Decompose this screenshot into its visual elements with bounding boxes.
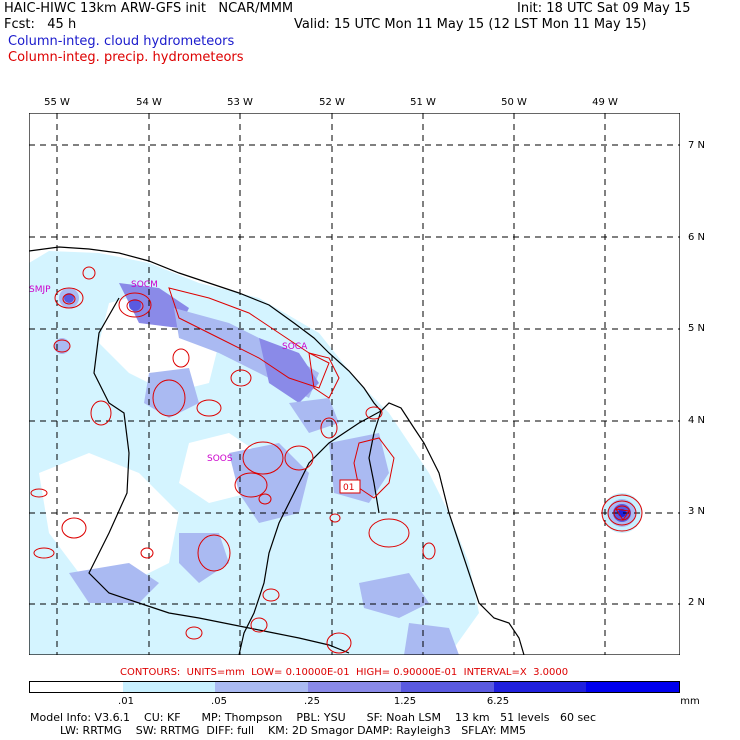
lat-label: 2 N (688, 597, 706, 608)
header-title: HAIC-HIWC 13km ARW-GFS init NCAR/MMM (4, 1, 294, 16)
lat-label: 6 N (688, 232, 706, 243)
gauge-box (339, 479, 361, 494)
forecast-map: SMJP SOCM SOCA SOOS 01 (29, 113, 680, 655)
lat-label: 5 N (688, 323, 706, 334)
lon-label: 53 W (227, 97, 253, 108)
model-info-line2: LW: RRTMG SW: RRTMG DIFF: full KM: 2D Sm… (60, 724, 526, 737)
lon-label: 52 W (319, 97, 345, 108)
legend-label: 6.25 (486, 696, 510, 707)
forecast-hour: Fcst: 45 h (4, 17, 77, 32)
coastline (29, 246, 525, 655)
lat-label: 3 N (688, 506, 706, 517)
model-info-line1: Model Info: V3.6.1 CU: KF MP: Thompson P… (30, 711, 597, 724)
gauge-box-label: 01 (343, 483, 354, 493)
legend-swatch (30, 682, 123, 692)
lon-label: 51 W (410, 97, 436, 108)
lon-label: 54 W (136, 97, 162, 108)
station-label: SOCM (131, 280, 158, 290)
shaded-field-label: Column-integ. cloud hydrometeors (8, 34, 235, 49)
lon-label: 49 W (592, 97, 618, 108)
init-time: Init: 18 UTC Sat 09 May 15 (517, 1, 691, 16)
lat-label: 4 N (688, 415, 706, 426)
precip-contours (30, 266, 643, 654)
station-labels: SMJP SOCM SOCA SOOS (29, 280, 308, 464)
valid-time: Valid: 15 UTC Mon 11 May 15 (12 LST Mon … (294, 17, 647, 32)
lon-label: 50 W (501, 97, 527, 108)
legend-label: 1.25 (393, 696, 417, 707)
station-label: SMJP (29, 285, 51, 295)
station-label: SOOS (207, 454, 233, 464)
contour-field-label: Column-integ. precip. hydrometeors (8, 50, 244, 65)
contour-info: CONTOURS: UNITS=mm LOW= 0.10000E-01 HIGH… (120, 667, 569, 678)
legend-swatch (586, 682, 680, 692)
legend-swatch (400, 682, 494, 692)
legend-swatch (215, 682, 309, 692)
lon-label: 55 W (44, 97, 70, 108)
lat-label: 7 N (688, 140, 706, 151)
lat-lon-grid (29, 113, 680, 655)
legend-label: .01 (118, 696, 134, 707)
legend-swatch (493, 682, 587, 692)
legend-swatch (308, 682, 401, 692)
legend-swatch (122, 682, 216, 692)
legend-unit: mm (680, 696, 700, 707)
station-label: SOCA (282, 342, 308, 352)
color-legend (29, 681, 680, 693)
legend-label: .25 (304, 696, 320, 707)
legend-label: .05 (211, 696, 227, 707)
